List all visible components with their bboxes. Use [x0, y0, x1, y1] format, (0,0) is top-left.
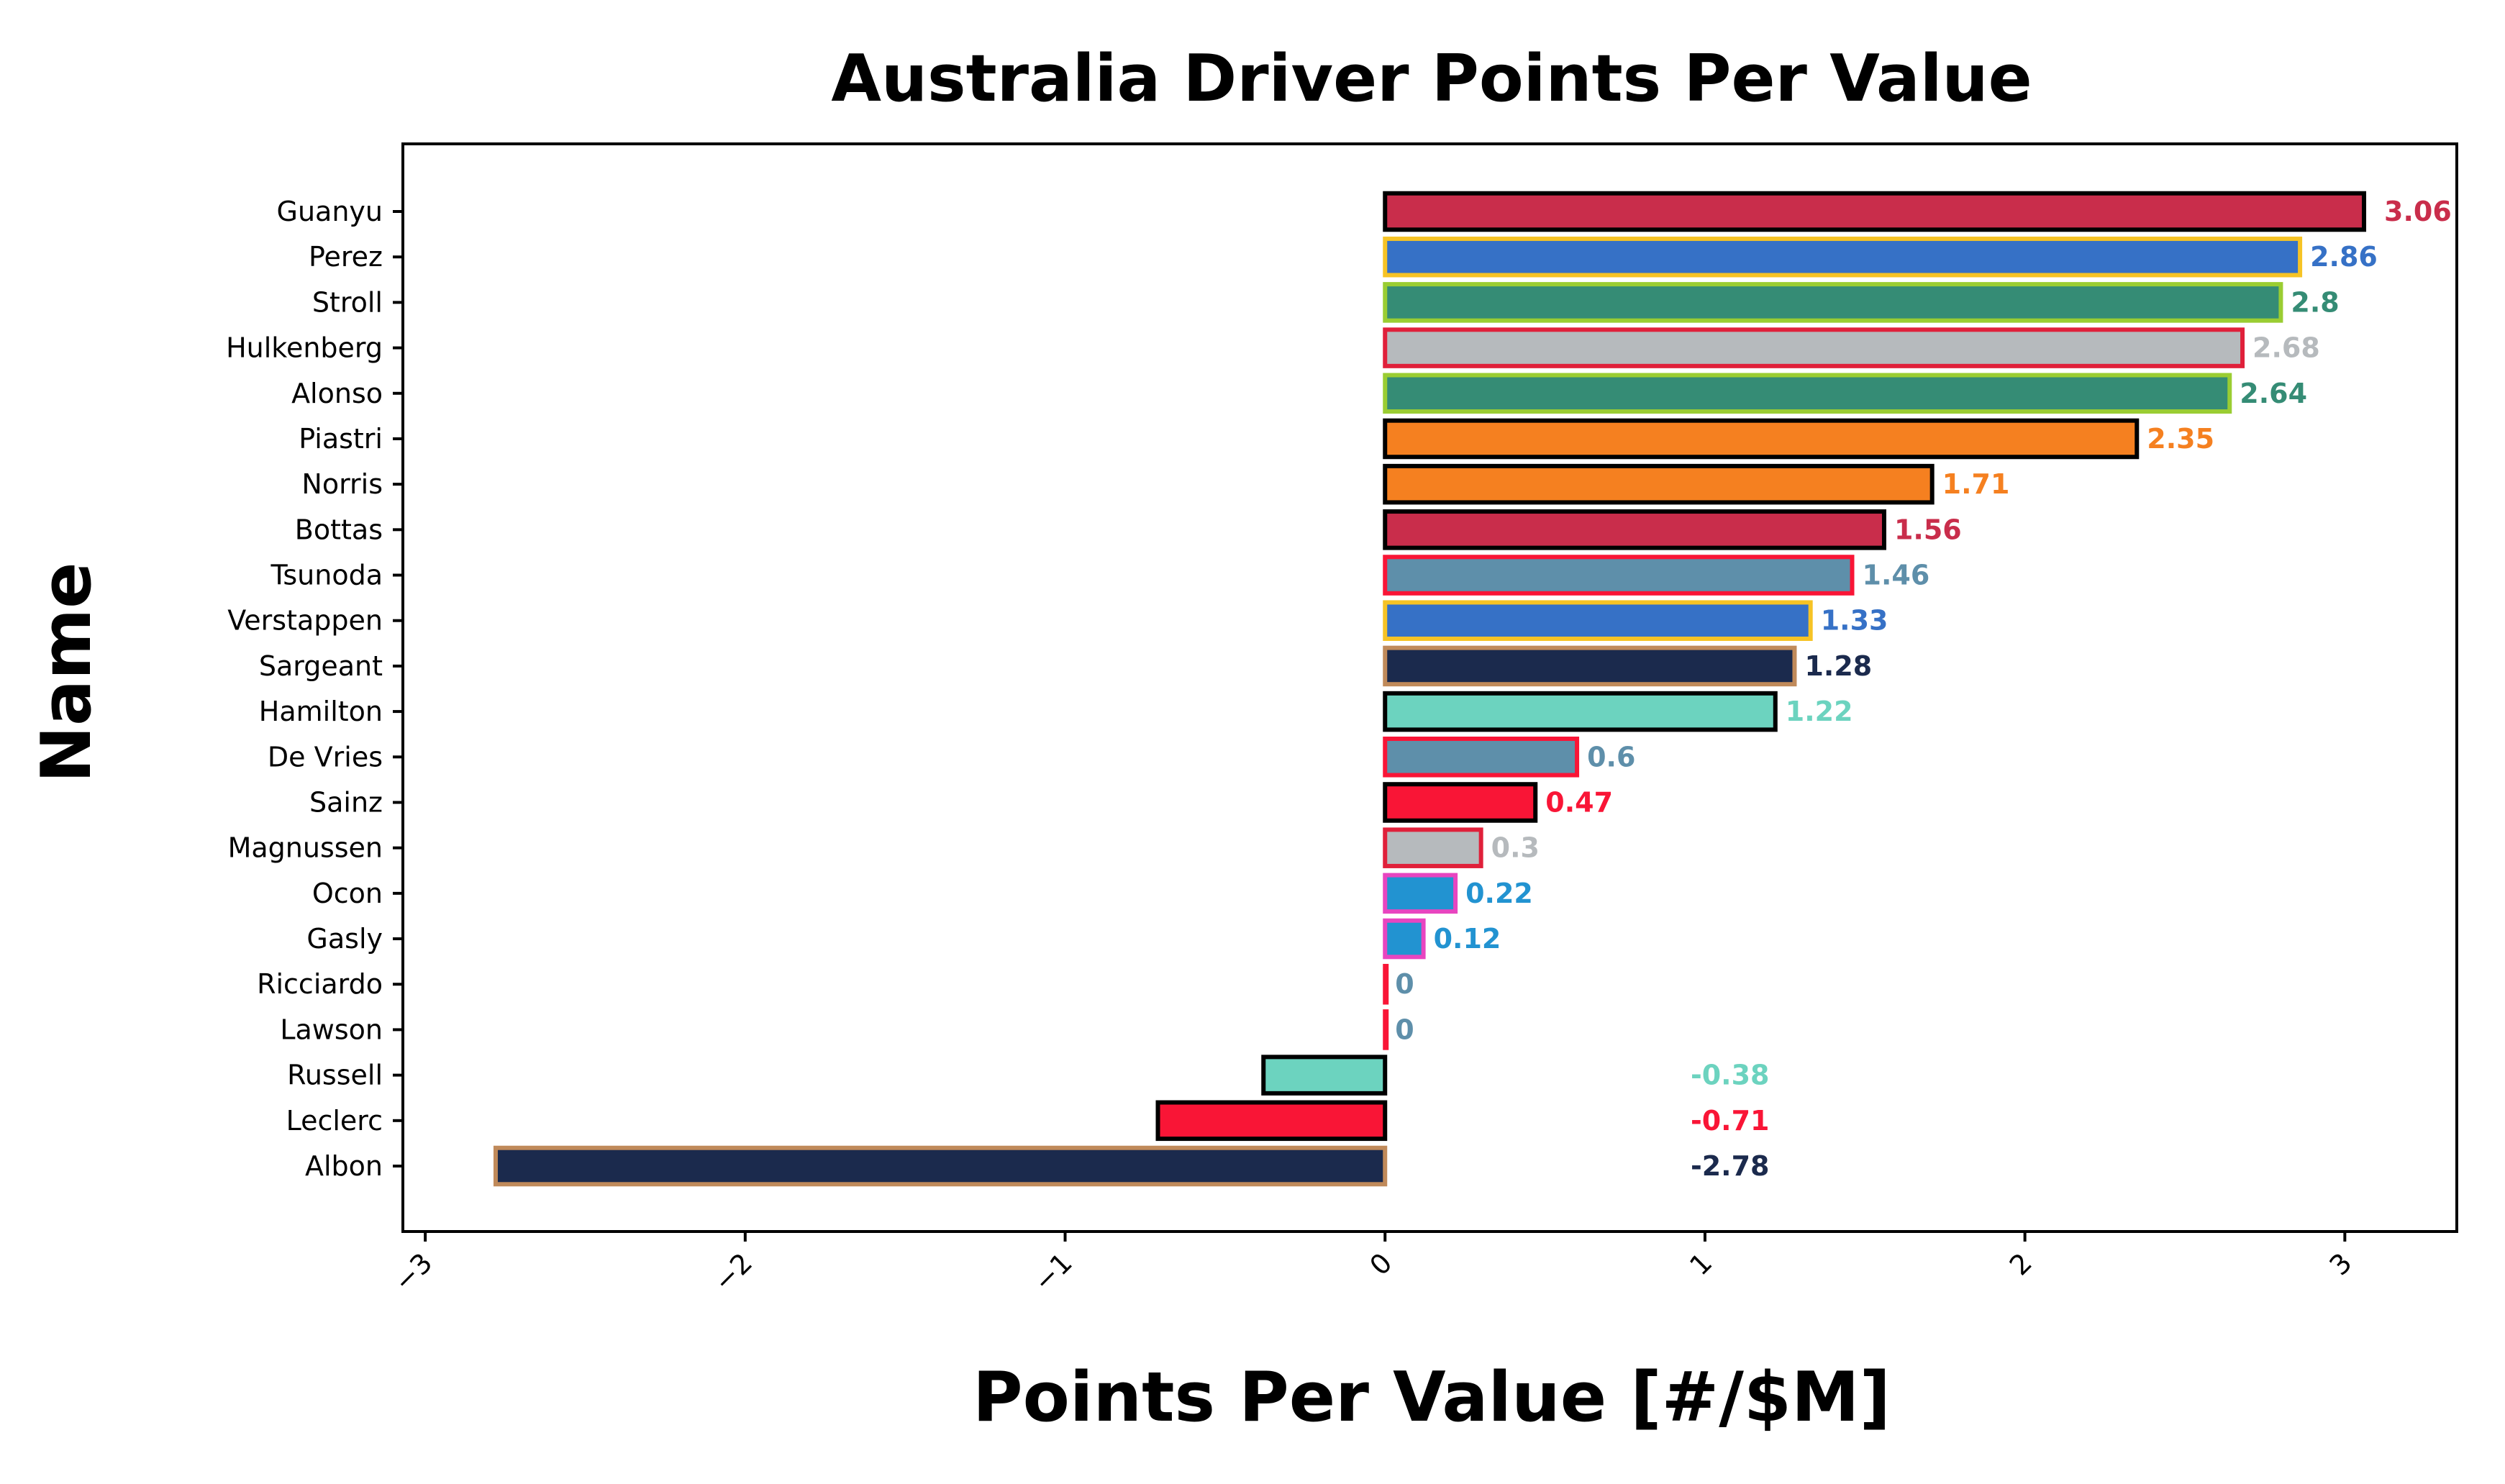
x-ticks-layer: −3 −2 −1 0 1 2 3 — [388, 1232, 2358, 1298]
y-ticks-layer: Guanyu Perez Stroll Hulkenberg Alonso Piastri… — [226, 196, 403, 1182]
y-tick-label: Magnussen — [228, 832, 383, 864]
bar-albon — [493, 1145, 1388, 1187]
y-tick-label: Piastri — [299, 423, 383, 455]
data-label: 2.64 — [2240, 378, 2307, 409]
y-tick-label: Ocon — [312, 878, 383, 909]
data-label: 0.12 — [1434, 923, 1501, 955]
data-label: 0.3 — [1491, 832, 1540, 864]
data-labels-layer: 3.062.86 2.8 2.68 2.64 2.35 1.71 1.56 1.46 1.33 1… — [1395, 196, 2452, 1182]
bar-tsunoda — [1383, 555, 1855, 596]
bar-ocon — [1383, 873, 1458, 914]
bar-guanyu — [1383, 191, 2367, 232]
bar-perez — [1383, 236, 2303, 278]
data-label: 2.35 — [2147, 423, 2214, 455]
y-tick-label: Lawson — [280, 1014, 383, 1045]
y-tick-label: Sargeant — [259, 650, 383, 682]
data-label: -0.71 — [1691, 1105, 1770, 1137]
bar-sargeant — [1383, 645, 1797, 687]
bar-alonso — [1383, 373, 2232, 414]
y-tick-label: Bottas — [295, 514, 383, 545]
bar-norris — [1383, 463, 1935, 505]
x-tick-label: 2 — [2004, 1247, 2038, 1281]
y-axis-label: Name — [27, 562, 106, 783]
data-label: 0.47 — [1545, 786, 1613, 818]
bar-hulkenberg — [1383, 327, 2245, 368]
data-label: 2.8 — [2291, 286, 2339, 318]
chart-title: Australia Driver Points Per Value — [831, 41, 2032, 117]
y-tick-label: Ricciardo — [257, 968, 383, 1000]
y-tick-label: Sainz — [309, 786, 383, 818]
y-tick-label: Russell — [287, 1060, 383, 1091]
y-tick-label: De Vries — [268, 741, 383, 773]
data-label: 1.46 — [1863, 560, 1930, 591]
bar-verstappen — [1383, 600, 1813, 641]
x-tick-label: −3 — [388, 1247, 439, 1298]
bar-magnussen — [1383, 827, 1483, 868]
x-tick-label: 1 — [1683, 1247, 1718, 1281]
bar-lawson — [1383, 1009, 1389, 1050]
bars-layer — [493, 191, 2367, 1187]
data-label: 1.28 — [1804, 650, 1872, 682]
bar-bottas — [1383, 509, 1886, 550]
data-label: 1.56 — [1894, 514, 1962, 545]
data-label: 2.68 — [2252, 332, 2320, 364]
bar-leclerc — [1155, 1100, 1388, 1142]
y-tick-label: Stroll — [312, 286, 383, 318]
bar-sainz — [1383, 782, 1538, 823]
bar-de-vries — [1383, 737, 1580, 778]
x-tick-label: −1 — [1027, 1247, 1078, 1298]
data-label: -2.78 — [1691, 1150, 1770, 1182]
y-tick-label: Guanyu — [277, 196, 383, 227]
data-label: 3.06 — [2384, 196, 2452, 227]
bar-gasly — [1383, 918, 1426, 960]
data-label: 0.22 — [1465, 878, 1533, 909]
data-label: 1.71 — [1942, 468, 2010, 500]
y-tick-label: Hamilton — [259, 696, 383, 727]
x-tick-label: 0 — [1363, 1247, 1398, 1281]
data-label: 2.86 — [2310, 241, 2378, 273]
data-label: 0.6 — [1587, 741, 1635, 773]
y-tick-label: Alonso — [291, 378, 383, 409]
y-tick-label: Hulkenberg — [226, 332, 383, 364]
y-tick-label: Norris — [301, 468, 383, 500]
bar-stroll — [1383, 282, 2283, 323]
y-tick-label: Verstappen — [227, 605, 383, 637]
bar-piastri — [1383, 418, 2140, 460]
bar-russell — [1261, 1055, 1388, 1096]
data-label: 0 — [1395, 968, 1414, 1000]
x-tick-label: 3 — [2324, 1247, 2358, 1281]
bar-hamilton — [1383, 691, 1778, 732]
y-tick-label: Leclerc — [286, 1105, 383, 1137]
y-tick-label: Tsunoda — [270, 560, 383, 591]
y-tick-label: Albon — [305, 1150, 383, 1182]
bar-ricciardo — [1383, 963, 1389, 1005]
x-axis-label: Points Per Value [#/$M] — [973, 1358, 1891, 1437]
plot-frame — [401, 142, 2458, 1233]
y-tick-label: Gasly — [306, 923, 383, 955]
data-label: -0.38 — [1691, 1060, 1770, 1091]
y-tick-label: Perez — [309, 241, 383, 273]
data-label: 1.33 — [1821, 605, 1888, 637]
x-tick-label: −2 — [707, 1247, 758, 1298]
data-label: 0 — [1395, 1014, 1414, 1045]
data-label: 1.22 — [1786, 696, 1853, 727]
